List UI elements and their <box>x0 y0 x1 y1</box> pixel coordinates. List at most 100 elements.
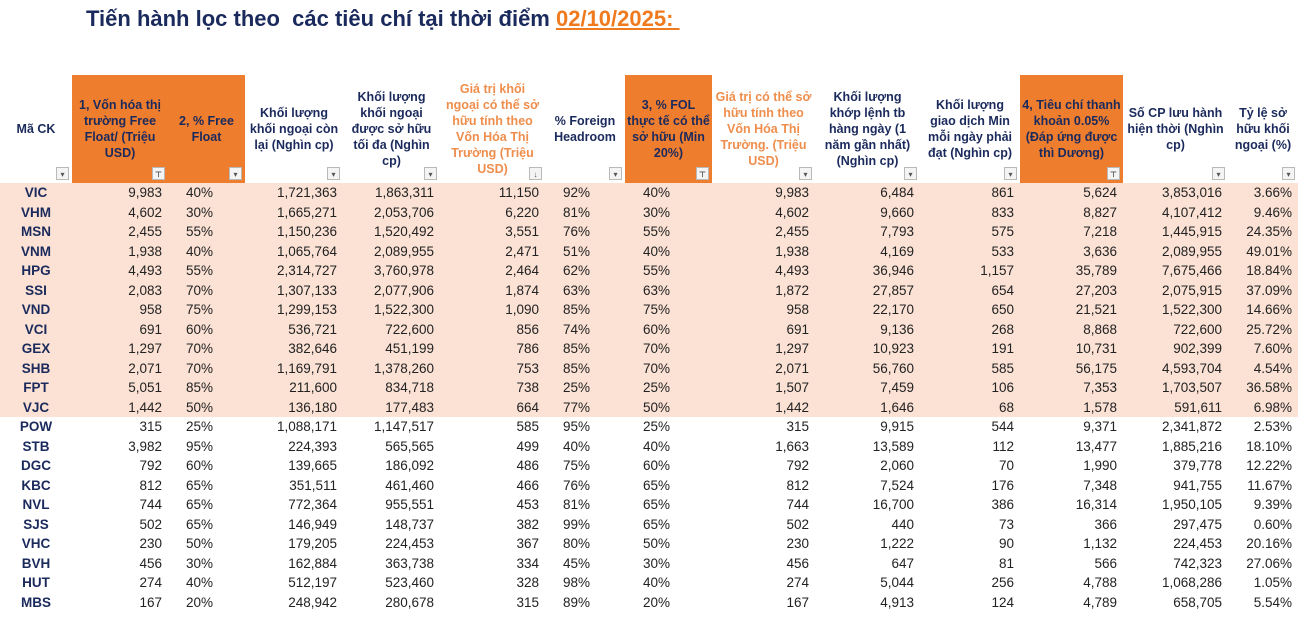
table-cell[interactable]: 2,060 <box>880 458 914 474</box>
table-cell[interactable]: 902,399 <box>1123 339 1228 359</box>
table-cell[interactable]: 1,297 <box>712 339 815 359</box>
table-cell[interactable]: 1,222 <box>880 536 914 552</box>
table-cell[interactable]: 81% <box>545 202 625 222</box>
table-cell[interactable]: 722,600 <box>1123 319 1228 339</box>
table-cell[interactable]: 382,646 <box>245 339 343 359</box>
table-cell[interactable]: 60% <box>186 458 214 474</box>
table-cell[interactable]: 722,600 <box>343 319 440 339</box>
table-cell[interactable]: 124 <box>991 594 1014 610</box>
table-cell[interactable]: 25% <box>625 378 712 398</box>
table-cell[interactable]: 65% <box>643 516 671 532</box>
table-cell[interactable]: 3,636 <box>1020 241 1123 261</box>
filter-active-icon[interactable]: ⊤ <box>1107 167 1120 180</box>
table-cell[interactable]: 834,718 <box>343 378 440 398</box>
table-cell[interactable]: 1,872 <box>712 280 815 300</box>
table-cell[interactable]: 148,737 <box>385 516 434 532</box>
table-cell[interactable]: 5,044 <box>880 575 914 591</box>
table-cell[interactable]: 24.35% <box>1228 222 1298 242</box>
table-cell[interactable]: 16,700 <box>872 497 914 513</box>
table-cell[interactable]: 11,150 <box>440 183 545 203</box>
table-cell[interactable]: 167 <box>786 594 809 610</box>
table-cell[interactable]: 1,721,363 <box>245 183 343 203</box>
table-cell[interactable]: 2.53% <box>1253 419 1292 435</box>
table-cell[interactable]: 4,169 <box>815 241 920 261</box>
table-cell[interactable]: 7,675,466 <box>1123 261 1228 281</box>
table-cell[interactable]: 89% <box>563 594 591 610</box>
table-cell[interactable]: 3,760,978 <box>343 261 440 281</box>
filter-dropdown-icon[interactable]: ▾ <box>1282 167 1295 180</box>
table-cell[interactable]: 502 <box>786 516 809 532</box>
stock-code-cell[interactable]: FPT <box>0 378 72 398</box>
table-cell[interactable]: 7,793 <box>815 222 920 242</box>
table-cell[interactable]: 1,950,105 <box>1161 497 1222 513</box>
table-cell[interactable]: 25% <box>186 419 214 435</box>
table-cell[interactable]: 95% <box>186 438 214 454</box>
table-cell[interactable]: 742,323 <box>1173 555 1222 571</box>
table-cell[interactable]: 1,445,915 <box>1123 222 1228 242</box>
table-cell[interactable]: 744 <box>139 497 162 513</box>
stock-code-cell[interactable]: SJS <box>23 516 49 532</box>
stock-code-cell[interactable]: NVL <box>22 497 50 513</box>
table-cell[interactable]: 224,393 <box>288 438 337 454</box>
table-cell[interactable]: 7.60% <box>1228 339 1298 359</box>
table-cell[interactable]: 461,460 <box>385 477 434 493</box>
table-cell[interactable]: 75% <box>563 458 591 474</box>
table-cell[interactable]: 2,071 <box>712 358 815 378</box>
table-cell[interactable]: 1,663 <box>775 438 809 454</box>
table-cell[interactable]: 98% <box>563 575 591 591</box>
table-cell[interactable]: 466 <box>516 477 539 493</box>
table-cell[interactable]: 738 <box>440 378 545 398</box>
table-cell[interactable]: 3,551 <box>440 222 545 242</box>
table-cell[interactable]: 9,983 <box>712 183 815 203</box>
table-cell[interactable]: 40% <box>625 183 712 203</box>
table-cell[interactable]: 315 <box>139 419 162 435</box>
table-cell[interactable]: 1,169,791 <box>245 358 343 378</box>
table-cell[interactable]: 5.54% <box>1253 594 1292 610</box>
table-cell[interactable]: 40% <box>563 438 591 454</box>
table-cell[interactable]: 77% <box>545 397 625 417</box>
table-cell[interactable]: 453 <box>516 497 539 513</box>
table-cell[interactable]: 36.58% <box>1228 378 1298 398</box>
table-cell[interactable]: 186,092 <box>385 458 434 474</box>
table-cell[interactable]: 4,493 <box>72 261 168 281</box>
table-cell[interactable]: 70% <box>625 339 712 359</box>
table-cell[interactable]: 136,180 <box>245 397 343 417</box>
table-cell[interactable]: 1,990 <box>1083 458 1117 474</box>
table-cell[interactable]: 1,665,271 <box>245 202 343 222</box>
table-cell[interactable]: 1,299,153 <box>245 300 343 320</box>
table-cell[interactable]: 9,983 <box>72 183 168 203</box>
table-cell[interactable]: 1,088,171 <box>276 419 337 435</box>
stock-code-cell[interactable]: SSI <box>0 280 72 300</box>
table-cell[interactable]: 2,089,955 <box>1123 241 1228 261</box>
table-cell[interactable]: 2,089,955 <box>343 241 440 261</box>
table-cell[interactable]: 224,453 <box>1173 536 1222 552</box>
table-cell[interactable]: 256 <box>991 575 1014 591</box>
table-cell[interactable]: 585 <box>516 419 539 435</box>
table-cell[interactable]: 1,132 <box>1083 536 1117 552</box>
table-cell[interactable]: 40% <box>625 241 712 261</box>
table-cell[interactable]: 55% <box>625 261 712 281</box>
table-cell[interactable]: 65% <box>643 497 671 513</box>
table-cell[interactable]: 40% <box>186 575 214 591</box>
table-cell[interactable]: 4,593,704 <box>1123 358 1228 378</box>
table-cell[interactable]: 56,175 <box>1020 358 1123 378</box>
table-cell[interactable]: 81% <box>563 497 591 513</box>
table-cell[interactable]: 40% <box>168 183 245 203</box>
table-cell[interactable]: 772,364 <box>288 497 337 513</box>
table-cell[interactable]: 11.67% <box>1247 477 1292 493</box>
table-cell[interactable]: 654 <box>920 280 1020 300</box>
table-cell[interactable]: 2,077,906 <box>343 280 440 300</box>
table-cell[interactable]: 502 <box>139 516 162 532</box>
stock-code-cell[interactable]: BVH <box>21 555 51 571</box>
table-cell[interactable]: 2,314,727 <box>245 261 343 281</box>
table-cell[interactable]: 3.66% <box>1228 183 1298 203</box>
table-cell[interactable]: 691 <box>712 319 815 339</box>
filter-dropdown-icon[interactable]: ▾ <box>56 167 69 180</box>
table-cell[interactable]: 1,863,311 <box>343 183 440 203</box>
table-cell[interactable]: 315 <box>516 594 539 610</box>
table-cell[interactable]: 2,053,706 <box>343 202 440 222</box>
stock-code-cell[interactable]: VJC <box>0 397 72 417</box>
table-cell[interactable]: 99% <box>563 516 591 532</box>
table-cell[interactable]: 379,778 <box>1173 458 1222 474</box>
table-cell[interactable]: 328 <box>516 575 539 591</box>
